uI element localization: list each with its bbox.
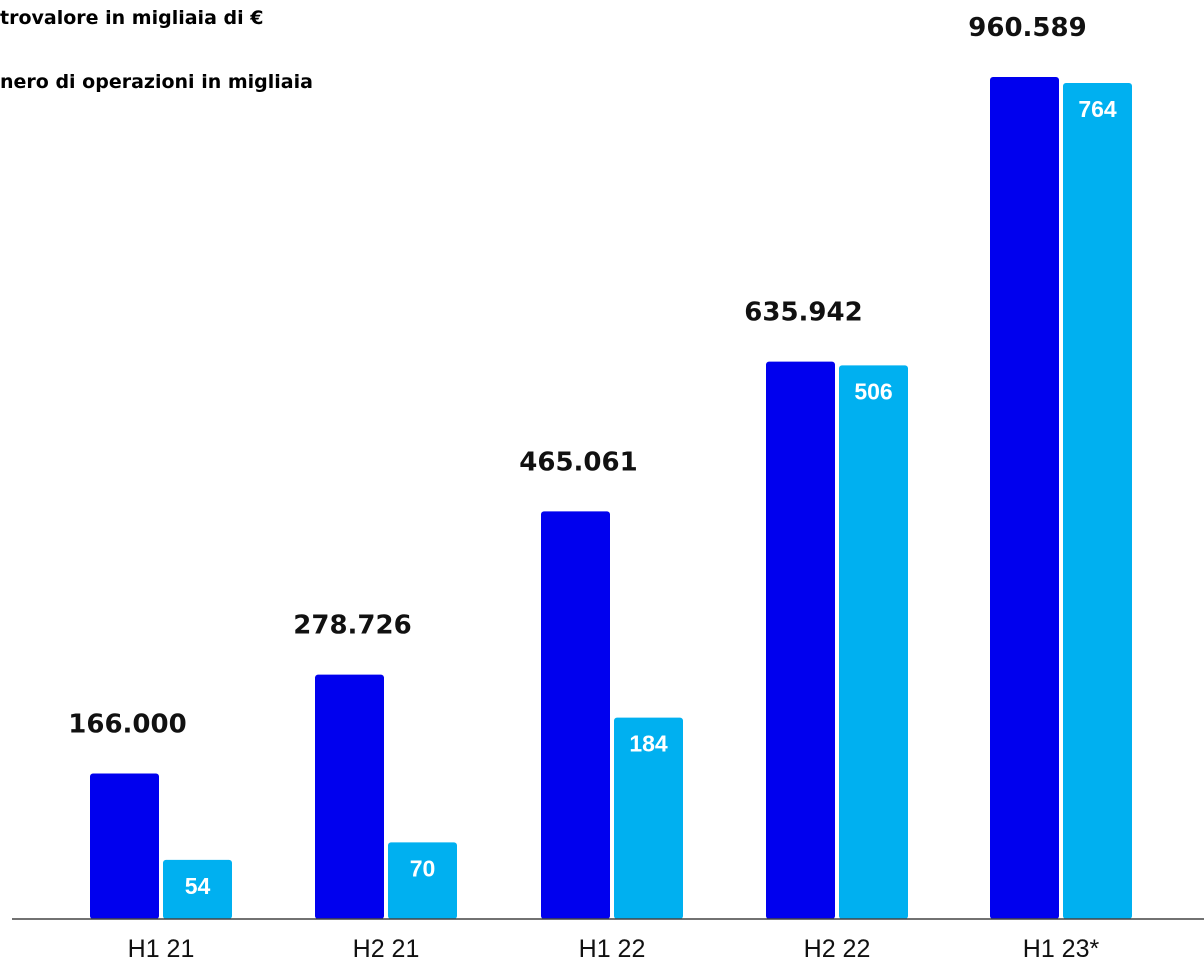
value-data-label: 960.589 [968, 13, 1086, 43]
value-bar [541, 511, 610, 919]
count-data-label: 506 [854, 378, 892, 404]
count-data-label: 70 [410, 855, 436, 881]
value-bar [90, 773, 159, 919]
bars-group [90, 77, 1132, 919]
count-bar [388, 842, 457, 919]
legend-count-series: nero di operazioni in migliaia [0, 71, 313, 93]
count-bar [839, 365, 908, 919]
count-bar [614, 717, 683, 919]
count-bar [163, 859, 232, 919]
value-data-label: 465.061 [519, 447, 637, 477]
legend-value-series: trovalore in migliaia di € [0, 7, 263, 29]
count-data-label: 184 [629, 731, 668, 757]
count-data-label: 54 [185, 873, 211, 899]
count-bar [1063, 83, 1132, 919]
value-bar [315, 674, 384, 919]
count-data-label: 764 [1078, 96, 1117, 122]
value-data-label: 635.942 [744, 298, 862, 328]
value-data-label: 166.000 [68, 709, 186, 739]
labels-group: 166.000 54 H1 21 278.726 70 H2 21 465.061 184 H1… [68, 13, 1117, 963]
value-bar [766, 361, 835, 919]
x-tick-label: H1 21 [128, 935, 195, 963]
x-tick-label: H2 21 [353, 935, 420, 963]
x-tick-label: H2 22 [804, 935, 871, 963]
x-tick-label: H1 22 [579, 935, 646, 963]
value-data-label: 278.726 [293, 611, 411, 641]
value-bar [990, 77, 1059, 919]
x-tick-label: H1 23* [1023, 935, 1100, 963]
